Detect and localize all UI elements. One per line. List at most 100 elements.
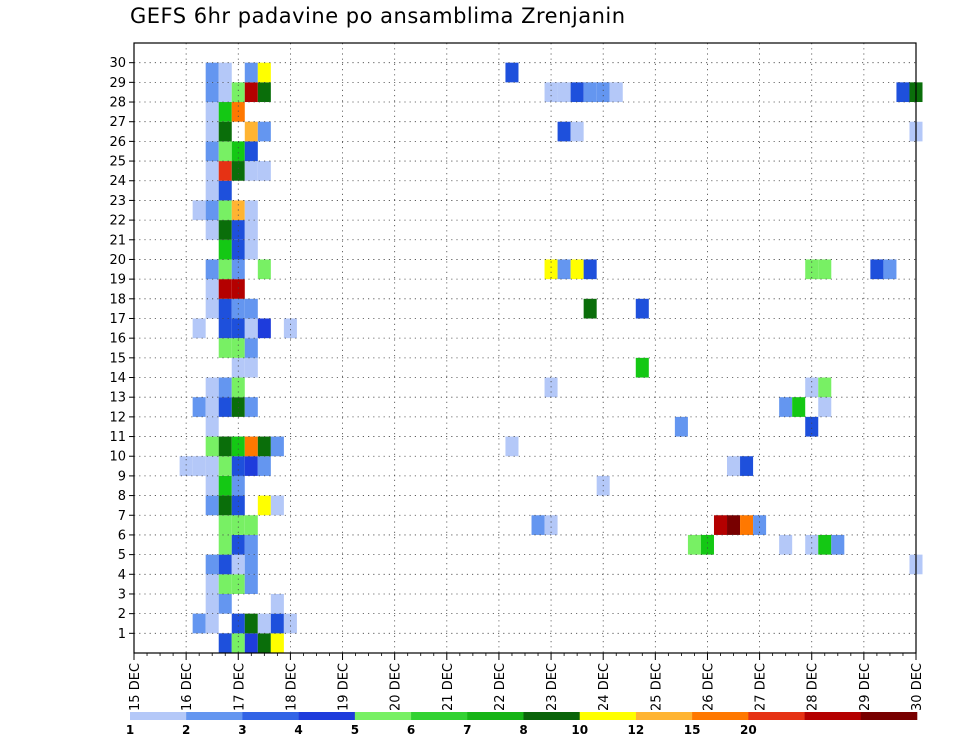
heatmap-cell bbox=[570, 259, 584, 280]
heatmap-cell bbox=[244, 515, 258, 535]
colorbar-swatch bbox=[523, 712, 581, 720]
heatmap-cell bbox=[244, 456, 258, 476]
heatmap-cell bbox=[805, 259, 819, 280]
heatmap-cell bbox=[218, 534, 232, 555]
heatmap-cell bbox=[218, 475, 232, 496]
heatmap-cell bbox=[218, 593, 232, 614]
heatmap-cell bbox=[231, 102, 245, 122]
x-tick-label: 15 DEC bbox=[128, 663, 143, 711]
grid-lines bbox=[133, 43, 917, 653]
y-tick-label: 15 bbox=[109, 351, 126, 366]
heatmap-cell bbox=[270, 436, 284, 457]
y-tick-label: 30 bbox=[109, 56, 126, 71]
x-tick-label: 21 DEC bbox=[441, 663, 456, 711]
heatmap-cell bbox=[205, 495, 219, 516]
y-tick-label: 7 bbox=[118, 509, 126, 524]
heatmap-cell bbox=[231, 515, 245, 535]
colorbar-swatch bbox=[186, 712, 243, 720]
heatmap-cell bbox=[805, 534, 819, 555]
heatmap-cell bbox=[583, 259, 597, 280]
y-tick-label: 4 bbox=[118, 568, 126, 583]
colorbar-label: 2 bbox=[182, 723, 190, 737]
heatmap-cell bbox=[218, 161, 232, 181]
heatmap-cell bbox=[505, 436, 519, 457]
heatmap-cell bbox=[192, 318, 206, 339]
heatmap-cell bbox=[205, 475, 219, 496]
heatmap-cell bbox=[609, 82, 623, 103]
y-tick-label: 9 bbox=[118, 469, 126, 484]
heatmap-cell bbox=[231, 357, 245, 378]
heatmap-cell bbox=[257, 456, 271, 476]
heatmap-cell bbox=[218, 200, 232, 221]
y-tick-label: 19 bbox=[109, 273, 126, 288]
heatmap-cell bbox=[753, 515, 767, 535]
colorbar-swatch bbox=[130, 712, 187, 720]
heatmap-cell bbox=[218, 239, 232, 260]
colorbar: 1 2 3 4 5 6 7 8 10 12 15 20 bbox=[126, 712, 918, 737]
y-tick-label: 22 bbox=[109, 214, 126, 229]
heatmap-cell bbox=[635, 357, 649, 378]
heatmap-cell bbox=[205, 141, 219, 162]
colorbar-label: 10 bbox=[571, 723, 588, 737]
heatmap-cell bbox=[218, 141, 232, 162]
heatmap-cell bbox=[270, 593, 284, 614]
heatmap-cell bbox=[205, 62, 219, 83]
heatmap-cell bbox=[192, 456, 206, 476]
heatmap-cell bbox=[205, 259, 219, 280]
heatmap-cell bbox=[179, 456, 193, 476]
heatmap-cell bbox=[205, 613, 219, 634]
colorbar-swatch bbox=[748, 712, 805, 720]
heatmap-cell bbox=[244, 239, 258, 260]
y-tick-label: 3 bbox=[118, 587, 126, 602]
colorbar-swatch bbox=[804, 712, 862, 720]
heatmap-cell bbox=[700, 534, 714, 555]
heatmap-cell bbox=[218, 456, 232, 476]
colorbar-swatch bbox=[354, 712, 412, 720]
heatmap-cell bbox=[257, 259, 271, 280]
heatmap-cell bbox=[257, 633, 271, 653]
x-tick-label: 24 DEC bbox=[597, 663, 612, 711]
heatmap-cell bbox=[205, 377, 219, 398]
x-tick-label: 20 DEC bbox=[389, 663, 404, 711]
heatmap-cell bbox=[218, 82, 232, 103]
heatmap-cell bbox=[270, 495, 284, 516]
heatmap-cell bbox=[674, 416, 688, 437]
heatmap-cell bbox=[870, 259, 884, 280]
heatmap-cell bbox=[883, 259, 897, 280]
heatmap-cell bbox=[218, 259, 232, 280]
heatmap-cell bbox=[231, 495, 245, 516]
heatmap-cell bbox=[244, 121, 258, 142]
heatmap-cell bbox=[192, 200, 206, 221]
heatmap-cell bbox=[635, 298, 649, 319]
heatmap-cell bbox=[244, 141, 258, 162]
heatmap-cell bbox=[205, 574, 219, 594]
colorbar-swatch bbox=[635, 712, 693, 720]
heatmap-cell bbox=[205, 220, 219, 240]
x-tick-label: 30 DEC bbox=[910, 663, 925, 711]
x-tick-label: 17 DEC bbox=[232, 663, 247, 711]
y-tick-label: 10 bbox=[109, 450, 126, 465]
heatmap-cell bbox=[218, 515, 232, 535]
x-tick-label: 29 DEC bbox=[858, 663, 873, 711]
heatmap-cell bbox=[544, 82, 558, 103]
colorbar-label: 15 bbox=[684, 723, 701, 737]
colorbar-label: 3 bbox=[238, 723, 246, 737]
heatmap-cell bbox=[283, 318, 297, 339]
heatmap-cell bbox=[218, 180, 232, 201]
heatmap-cell bbox=[257, 613, 271, 634]
heatmap-cell bbox=[205, 161, 219, 181]
heatmap-cell bbox=[544, 259, 558, 280]
y-axis-ticks: 1234567891011121314151617181920212223242… bbox=[109, 56, 134, 642]
x-tick-label: 18 DEC bbox=[284, 663, 299, 711]
heatmap-cell bbox=[218, 220, 232, 240]
heatmap-cell bbox=[831, 534, 845, 555]
y-tick-label: 24 bbox=[109, 174, 126, 189]
heatmap-cell bbox=[257, 62, 271, 83]
heatmap-cell bbox=[244, 534, 258, 555]
heatmap-cell bbox=[244, 200, 258, 221]
heatmap-cell bbox=[205, 298, 219, 319]
colorbar-label: 6 bbox=[407, 723, 415, 737]
y-tick-label: 23 bbox=[109, 194, 126, 209]
heatmap-cell bbox=[218, 279, 232, 299]
heatmap-cell bbox=[270, 633, 284, 653]
